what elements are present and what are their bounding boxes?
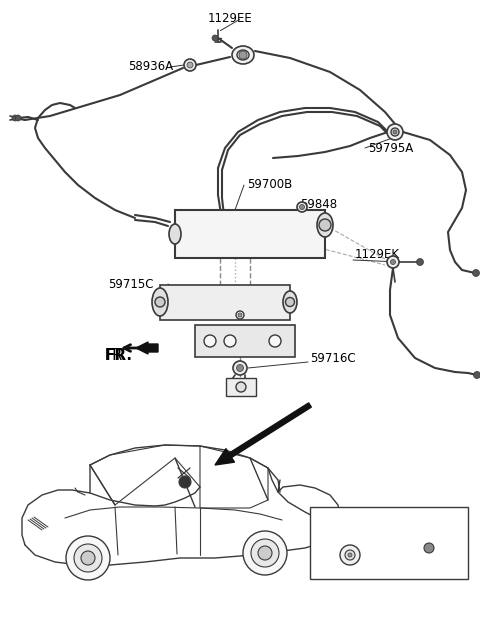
Circle shape: [179, 476, 191, 488]
Circle shape: [286, 297, 295, 307]
Bar: [195, 325, 295, 357]
Circle shape: [236, 311, 244, 319]
Circle shape: [391, 128, 399, 136]
Circle shape: [391, 260, 396, 265]
Circle shape: [184, 59, 196, 71]
FancyArrow shape: [136, 342, 158, 354]
Circle shape: [258, 546, 272, 560]
Ellipse shape: [317, 213, 333, 237]
Circle shape: [236, 382, 246, 392]
Ellipse shape: [232, 46, 254, 64]
Circle shape: [473, 371, 480, 378]
Circle shape: [66, 536, 110, 580]
Bar: [226, 378, 256, 396]
Circle shape: [243, 531, 287, 575]
Circle shape: [345, 550, 355, 560]
Circle shape: [239, 51, 247, 59]
Ellipse shape: [169, 224, 181, 244]
FancyArrow shape: [215, 403, 312, 465]
Text: 59700B: 59700B: [247, 178, 292, 191]
Text: 59716C: 59716C: [310, 352, 356, 365]
Text: 1130FA: 1130FA: [394, 510, 437, 523]
Text: FR.: FR.: [105, 347, 133, 363]
Ellipse shape: [152, 288, 168, 316]
Circle shape: [387, 124, 403, 140]
Circle shape: [212, 35, 218, 41]
Ellipse shape: [283, 291, 297, 313]
Circle shape: [424, 543, 434, 553]
Bar: [160, 285, 290, 320]
Circle shape: [233, 361, 247, 375]
Circle shape: [237, 365, 243, 371]
Text: 58936A: 58936A: [128, 60, 173, 73]
Circle shape: [15, 115, 21, 121]
Circle shape: [319, 219, 331, 231]
Text: FR.: FR.: [105, 347, 128, 363]
Circle shape: [251, 539, 279, 567]
Text: 1129EK: 1129EK: [355, 249, 400, 262]
Ellipse shape: [237, 50, 249, 60]
Circle shape: [155, 297, 165, 307]
Bar: [310, 507, 468, 579]
Circle shape: [224, 335, 236, 347]
Text: 1129EE: 1129EE: [208, 12, 253, 25]
Circle shape: [387, 256, 399, 268]
Text: 59715C: 59715C: [108, 278, 154, 291]
Circle shape: [269, 335, 281, 347]
Circle shape: [238, 313, 242, 317]
Bar: [175, 210, 325, 258]
Circle shape: [297, 202, 307, 212]
Text: 59795A: 59795A: [368, 141, 413, 154]
Circle shape: [340, 545, 360, 565]
Circle shape: [81, 551, 95, 565]
Circle shape: [348, 553, 352, 557]
Circle shape: [417, 259, 423, 265]
Circle shape: [300, 204, 304, 210]
Circle shape: [393, 130, 397, 134]
Circle shape: [204, 335, 216, 347]
Text: 59848: 59848: [300, 199, 337, 212]
Circle shape: [12, 115, 18, 121]
Circle shape: [472, 270, 480, 276]
Circle shape: [187, 62, 193, 68]
Text: 1731JA: 1731JA: [317, 510, 359, 523]
Circle shape: [74, 544, 102, 572]
